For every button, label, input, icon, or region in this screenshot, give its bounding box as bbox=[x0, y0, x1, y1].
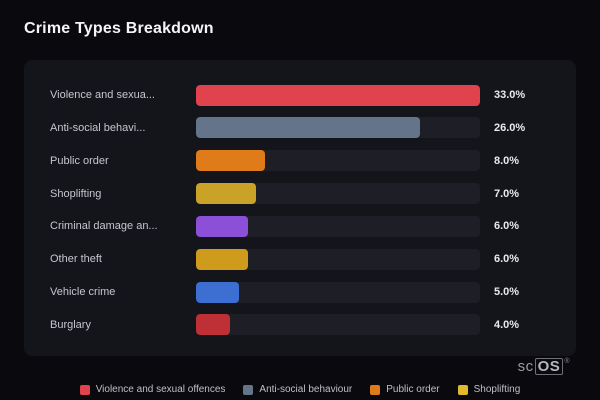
bar-label: Other theft bbox=[50, 253, 102, 266]
legend-item[interactable]: Anti-social behaviour bbox=[243, 384, 352, 395]
bar-track bbox=[196, 84, 480, 106]
legend-item[interactable]: Shoplifting bbox=[457, 384, 521, 395]
watermark-text-right: OS bbox=[534, 358, 564, 375]
bar-row: Vehicle crime 5.0% bbox=[50, 281, 550, 303]
bar-track bbox=[196, 215, 480, 237]
page-title: Crime Types Breakdown bbox=[24, 20, 214, 37]
bar-track bbox=[196, 150, 480, 172]
bar[interactable] bbox=[196, 215, 248, 237]
legend-label: Violence and sexual offences bbox=[95, 384, 226, 395]
bar-label: Public order bbox=[50, 154, 109, 167]
legend-label: Public order bbox=[386, 384, 440, 395]
legend-label: Shoplifting bbox=[473, 384, 521, 395]
bar[interactable] bbox=[196, 248, 248, 270]
legend-swatch bbox=[370, 384, 381, 395]
bar-label: Vehicle crime bbox=[50, 286, 116, 299]
bar-row: Burglary 4.0% bbox=[50, 314, 550, 336]
bar[interactable] bbox=[196, 84, 480, 106]
registered-mark: ® bbox=[564, 358, 570, 365]
legend-swatch bbox=[243, 384, 254, 395]
legend-item[interactable]: Violence and sexual offences bbox=[79, 384, 226, 395]
bar[interactable] bbox=[196, 314, 231, 336]
watermark-text-left: sc bbox=[517, 358, 534, 375]
legend-label: Anti-social behaviour bbox=[259, 384, 353, 395]
bar-value: 5.0% bbox=[494, 286, 520, 299]
bar-label: Burglary bbox=[50, 318, 91, 331]
bar-label: Shoplifting bbox=[50, 187, 102, 200]
chart-legend: Violence and sexual offences Anti-social… bbox=[0, 384, 600, 395]
bar-value: 33.0% bbox=[494, 89, 526, 101]
chart-panel: Violence and sexua... 33.0% Anti-social … bbox=[24, 60, 576, 356]
bar-value: 6.0% bbox=[494, 253, 520, 266]
bar-row: Other theft 6.0% bbox=[50, 248, 550, 270]
bar-track bbox=[196, 117, 480, 139]
bar[interactable] bbox=[196, 183, 257, 205]
bar[interactable] bbox=[196, 281, 240, 303]
bar-label: Anti-social behavi... bbox=[50, 121, 146, 134]
bar-rows: Violence and sexua... 33.0% Anti-social … bbox=[50, 84, 550, 336]
legend-swatch bbox=[79, 384, 90, 395]
watermark-logo: sc OS ® bbox=[518, 358, 570, 375]
bar-row: Shoplifting 7.0% bbox=[50, 183, 550, 205]
bar-value: 4.0% bbox=[494, 318, 520, 331]
bar-row: Violence and sexua... 33.0% bbox=[50, 84, 550, 106]
bar-row: Criminal damage an... 6.0% bbox=[50, 215, 550, 237]
bar-track bbox=[196, 248, 480, 270]
bar-row: Anti-social behavi... 26.0% bbox=[50, 117, 550, 139]
bar-track bbox=[196, 183, 480, 205]
bar[interactable] bbox=[196, 150, 265, 172]
bar-label: Violence and sexua... bbox=[50, 89, 155, 101]
bar[interactable] bbox=[196, 117, 420, 139]
legend-swatch bbox=[457, 384, 468, 395]
bar-track bbox=[196, 314, 480, 336]
legend-item[interactable]: Public order bbox=[370, 384, 440, 395]
bar-value: 7.0% bbox=[494, 187, 520, 200]
bar-track bbox=[196, 281, 480, 303]
bar-row: Public order 8.0% bbox=[50, 150, 550, 172]
bar-label: Criminal damage an... bbox=[50, 220, 158, 233]
bar-value: 6.0% bbox=[494, 220, 520, 233]
bar-value: 8.0% bbox=[494, 154, 520, 167]
bar-value: 26.0% bbox=[494, 121, 526, 134]
